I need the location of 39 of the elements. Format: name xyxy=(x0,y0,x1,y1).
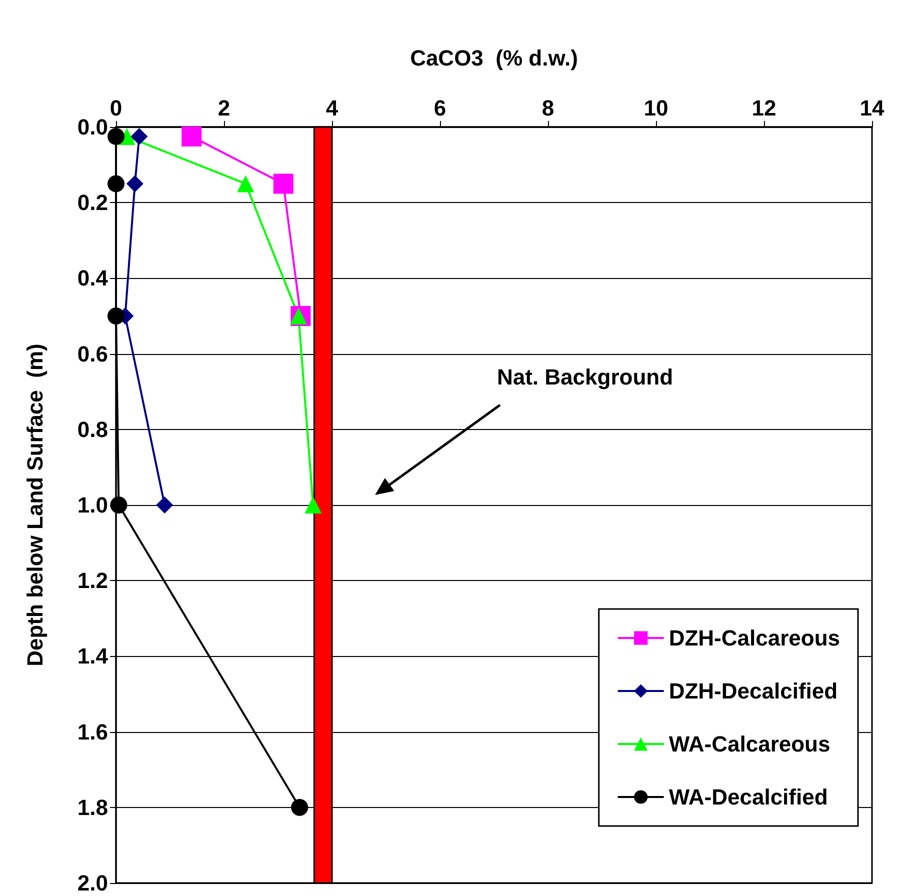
point xyxy=(273,174,294,194)
x-tick-label: 10 xyxy=(644,96,668,120)
point xyxy=(237,175,254,192)
y-tick-label: 2.0 xyxy=(77,870,108,896)
x-tick-label: 0 xyxy=(110,96,122,120)
y-tick-label: 1.0 xyxy=(77,492,108,518)
y-tick-label: 1.8 xyxy=(77,794,108,820)
y-axis-title: Depth below Land Surface (m) xyxy=(22,344,48,666)
legend-label: WA-Decalcified xyxy=(668,784,828,810)
point xyxy=(126,175,144,192)
y-tick-label: 1.4 xyxy=(77,644,109,669)
x-tick-label: 2 xyxy=(218,96,230,120)
y-tick-label: 0.6 xyxy=(77,341,108,366)
point xyxy=(291,798,308,816)
x-axis-title: CaCO3 (% d.w.) xyxy=(410,46,578,70)
point xyxy=(182,126,202,146)
x-tick-label: 6 xyxy=(434,96,446,120)
point xyxy=(108,128,124,145)
x-tick-label: 12 xyxy=(752,96,776,120)
point xyxy=(304,496,322,514)
point xyxy=(108,308,124,324)
point xyxy=(156,496,174,514)
legend-label: DZH-Calcareous xyxy=(668,626,840,650)
y-tick-label: 1.6 xyxy=(77,719,108,744)
point xyxy=(108,175,124,192)
legend-label: WA-Calcareous xyxy=(668,732,830,756)
y-tick-label: 1.2 xyxy=(77,568,108,594)
x-tick-label: 8 xyxy=(542,96,554,120)
y-tick-label: 0.8 xyxy=(77,416,108,442)
y-tick-label: 0.4 xyxy=(77,266,109,291)
point xyxy=(130,128,148,145)
point xyxy=(110,496,128,514)
y-tick-label: 0.2 xyxy=(77,190,108,216)
legend-label: DZH-Decalcified xyxy=(668,678,838,704)
annotation: Nat. Background xyxy=(496,364,674,390)
point xyxy=(290,308,308,324)
y-tick-label: 0.0 xyxy=(77,114,108,140)
x-tick-label: 4 xyxy=(326,96,339,120)
x-tick-label: 14 xyxy=(860,96,885,120)
